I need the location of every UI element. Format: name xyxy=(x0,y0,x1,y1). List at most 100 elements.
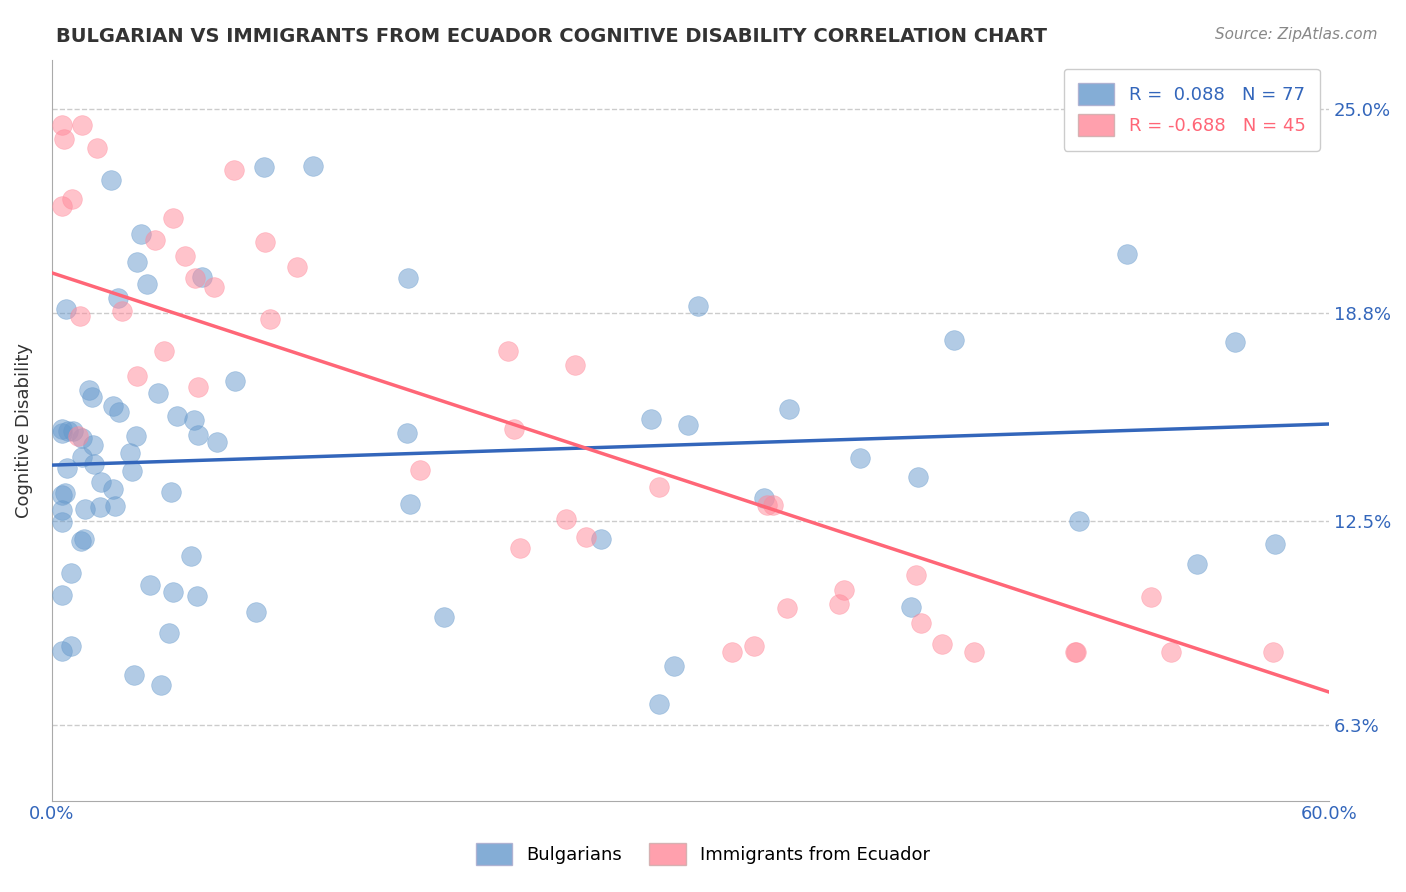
Point xyxy=(676,417,699,432)
Point xyxy=(75,502,97,516)
Point xyxy=(832,582,855,597)
Point xyxy=(122,668,145,682)
Point xyxy=(136,277,159,291)
Point xyxy=(51,515,73,529)
Point xyxy=(51,488,73,502)
Point xyxy=(70,450,93,464)
Point xyxy=(162,585,184,599)
Point xyxy=(1063,645,1085,659)
Point xyxy=(51,644,73,658)
Point xyxy=(121,464,143,478)
Y-axis label: Cognitive Disability: Cognitive Disability xyxy=(15,343,32,517)
Legend: Bulgarians, Immigrants from Ecuador: Bulgarians, Immigrants from Ecuador xyxy=(467,834,939,874)
Point xyxy=(744,639,766,653)
Point xyxy=(53,485,76,500)
Point xyxy=(184,271,207,285)
Point xyxy=(502,422,524,436)
Point xyxy=(828,597,851,611)
Point xyxy=(118,446,141,460)
Point xyxy=(191,269,214,284)
Point xyxy=(69,309,91,323)
Point xyxy=(127,254,149,268)
Point xyxy=(108,405,131,419)
Point xyxy=(942,333,965,347)
Point xyxy=(1225,334,1247,349)
Point xyxy=(86,140,108,154)
Point xyxy=(149,678,172,692)
Point xyxy=(564,358,586,372)
Point xyxy=(662,659,685,673)
Point xyxy=(89,500,111,514)
Point xyxy=(907,469,929,483)
Point xyxy=(253,160,276,174)
Point xyxy=(125,369,148,384)
Point xyxy=(101,399,124,413)
Point xyxy=(80,391,103,405)
Point xyxy=(148,386,170,401)
Point xyxy=(51,119,73,133)
Point xyxy=(1187,557,1209,571)
Point xyxy=(180,549,202,563)
Point xyxy=(52,132,75,146)
Point xyxy=(103,500,125,514)
Point xyxy=(187,380,209,394)
Point xyxy=(285,260,308,274)
Point xyxy=(245,605,267,619)
Point xyxy=(224,374,246,388)
Point xyxy=(259,311,281,326)
Point xyxy=(51,588,73,602)
Point xyxy=(395,425,418,440)
Point xyxy=(62,424,84,438)
Point xyxy=(778,401,800,416)
Point xyxy=(1160,645,1182,659)
Point xyxy=(575,530,598,544)
Point xyxy=(183,412,205,426)
Point xyxy=(153,344,176,359)
Point xyxy=(433,609,456,624)
Point xyxy=(762,498,785,512)
Point xyxy=(70,432,93,446)
Point xyxy=(82,438,104,452)
Point xyxy=(1116,247,1139,261)
Point xyxy=(591,532,613,546)
Point xyxy=(77,384,100,398)
Point xyxy=(162,211,184,225)
Point xyxy=(1064,645,1087,659)
Point xyxy=(900,599,922,614)
Point xyxy=(721,645,744,659)
Point xyxy=(253,235,276,249)
Point xyxy=(60,193,83,207)
Point xyxy=(396,270,419,285)
Point xyxy=(51,426,73,441)
Point xyxy=(904,568,927,582)
Point xyxy=(554,511,576,525)
Point xyxy=(1069,515,1091,529)
Point xyxy=(107,292,129,306)
Point xyxy=(207,434,229,449)
Point xyxy=(963,645,986,659)
Point xyxy=(186,589,208,603)
Point xyxy=(174,249,197,263)
Point xyxy=(70,533,93,548)
Point xyxy=(752,491,775,506)
Point xyxy=(222,163,245,178)
Point xyxy=(849,450,872,465)
Point xyxy=(56,424,79,438)
Point xyxy=(202,279,225,293)
Point xyxy=(100,172,122,186)
Point xyxy=(1264,537,1286,551)
Point xyxy=(648,480,671,494)
Point xyxy=(640,412,662,426)
Point xyxy=(756,498,779,512)
Legend: R =  0.088   N = 77, R = -0.688   N = 45: R = 0.088 N = 77, R = -0.688 N = 45 xyxy=(1063,69,1320,151)
Point xyxy=(70,119,93,133)
Point xyxy=(51,199,73,213)
Point xyxy=(160,485,183,500)
Point xyxy=(301,159,323,173)
Point xyxy=(101,482,124,496)
Point xyxy=(409,463,432,477)
Point xyxy=(56,461,79,475)
Point xyxy=(90,475,112,490)
Point xyxy=(66,428,89,442)
Point xyxy=(648,697,671,711)
